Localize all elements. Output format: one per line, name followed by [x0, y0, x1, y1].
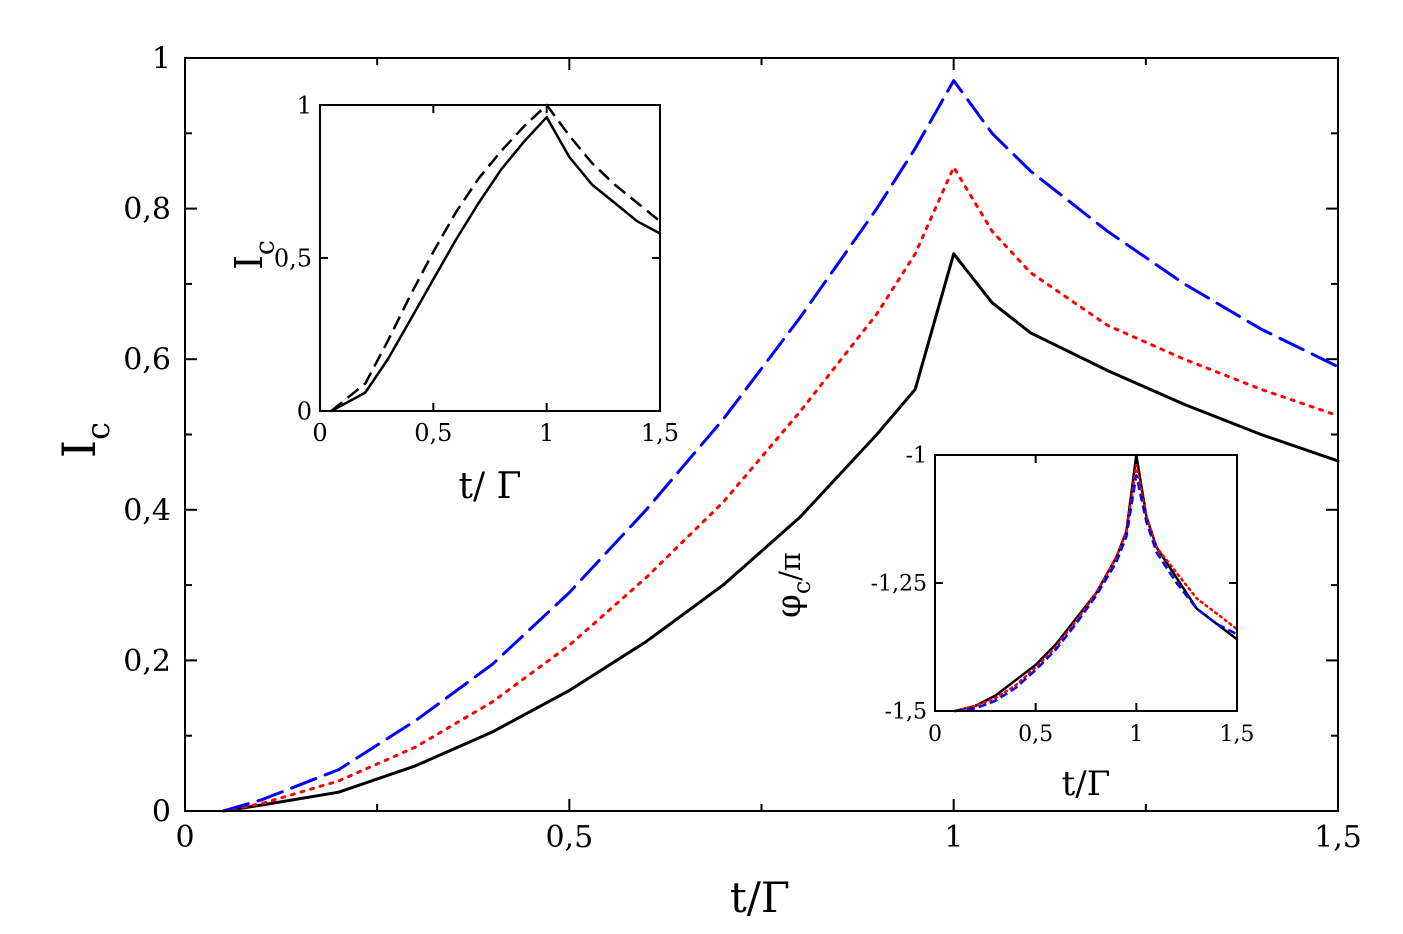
main-ytick-label: 1 [152, 42, 171, 77]
inset1-y-axis-label: Ic [227, 240, 280, 270]
inset1-ytick-label: 0,5 [274, 244, 312, 272]
inset1-y-axis-label-main: I [227, 255, 271, 270]
inset2-xtick-label: 1,5 [1220, 722, 1255, 747]
inset2-ytick-label: -1,25 [871, 572, 927, 597]
main-series-dashed [221, 79, 1340, 813]
main-ytick-label: 0,4 [123, 493, 171, 528]
inset2-xtick-label: 1 [1129, 722, 1143, 747]
inset2-ytick-label: -1 [906, 444, 927, 469]
inset2-y-axis-label-sub: c [788, 581, 816, 594]
inset2-series-dashed [954, 474, 1238, 713]
main-xtick-label: 1,5 [1314, 820, 1362, 855]
main-ytick-label: 0,6 [123, 343, 171, 378]
main-y-axis-label-sub: c [79, 422, 117, 440]
inset1-series-solid [330, 115, 662, 413]
inset1-ytick-label: 1 [297, 91, 312, 119]
main-series-solid [221, 252, 1340, 813]
main-xtick-label: 0,5 [545, 820, 593, 855]
inset2-xtick-label: 0 [928, 722, 942, 747]
inset2-x-axis-label: t/Γ [1062, 764, 1111, 804]
inset2-xtick-label: 0,5 [1018, 722, 1053, 747]
inset1-ytick-label: 0 [297, 397, 312, 425]
main-ytick-label: 0,2 [123, 644, 171, 679]
main-y-axis-label: Ic [52, 422, 117, 458]
inset2-y-axis-label-main: φ [769, 594, 809, 618]
inset1-series-dashed [330, 103, 661, 412]
inset2-y-axis-label: φc/π [769, 552, 816, 618]
main-x-axis-label: t/Γ [730, 873, 790, 922]
inset2-series-dotted [953, 463, 1239, 713]
plot-inset2: 0 0,5 1 1,5 -1,5 -1,25 -1 t/Γ φc/π [769, 444, 1255, 804]
main-ytick-label: 0 [152, 795, 171, 830]
main-ytick-label: 0,8 [123, 192, 171, 227]
main-xtick-label: 1 [944, 820, 963, 855]
inset2-ytick-label: -1,5 [885, 700, 927, 725]
main-y-axis-label-main: I [52, 440, 106, 458]
inset1-xtick-label: 0,5 [414, 419, 452, 447]
inset1-xtick-label: 0 [312, 419, 327, 447]
inset1-x-axis-label: t/ Γ [458, 466, 521, 507]
inset2-plot-area [935, 455, 1237, 711]
main-xtick-label: 0 [175, 820, 194, 855]
plot-inset1: 0 0,5 1 1,5 0 0,5 1 t/ Γ Ic [227, 91, 679, 507]
main-series-dotted [221, 165, 1340, 813]
inset2-y-axis-label-rest: /π [773, 552, 807, 581]
inset1-y-axis-label-sub: c [249, 240, 280, 255]
inset1-xtick-label: 1 [539, 419, 554, 447]
inset1-xtick-label: 1,5 [641, 419, 679, 447]
inset1-plot-area [320, 105, 660, 411]
